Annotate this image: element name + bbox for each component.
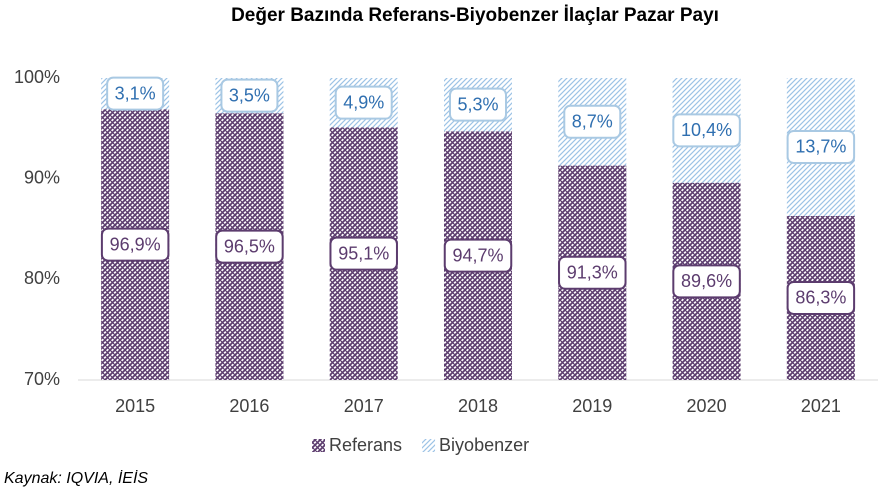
data-label: 4,9%	[343, 92, 384, 112]
data-label: 8,7%	[572, 112, 613, 132]
x-tick-label: 2019	[572, 396, 612, 416]
data-label: 96,5%	[224, 236, 275, 256]
x-tick-label: 2021	[801, 396, 841, 416]
source: Kaynak: IQVIA, İEİS	[4, 468, 148, 487]
x-tick-label: 2020	[687, 396, 727, 416]
data-label-box	[220, 78, 279, 113]
x-tick-label: 2015	[115, 396, 155, 416]
data-label-box	[558, 255, 627, 290]
data-label: 91,3%	[567, 263, 618, 283]
data-label-box	[215, 229, 284, 264]
data-label: 10,4%	[681, 120, 732, 140]
data-label: 5,3%	[457, 94, 498, 114]
data-label-box	[672, 113, 741, 148]
data-label-box	[334, 85, 393, 120]
y-tick-label: 70%	[24, 369, 60, 389]
data-label-box	[563, 104, 622, 139]
data-label-box	[786, 280, 856, 315]
data-label: 13,7%	[795, 137, 846, 157]
data-label: 96,9%	[110, 234, 161, 254]
x-tick-label: 2016	[229, 396, 269, 416]
chart-title: Değer Bazında Referans-Biyobenzer İlaçla…	[231, 5, 719, 26]
data-label-box	[672, 264, 741, 299]
data-label-box	[329, 236, 398, 271]
data-label-box	[106, 76, 165, 111]
legend-label: Referans	[329, 435, 402, 455]
data-label: 3,5%	[229, 85, 270, 105]
data-label: 86,3%	[795, 288, 846, 308]
data-label-box	[786, 129, 856, 164]
legend-label: Biyobenzer	[439, 435, 529, 455]
data-label-box	[100, 227, 170, 262]
x-tick-label: 2017	[344, 396, 384, 416]
data-label: 89,6%	[681, 271, 732, 291]
y-tick-label: 90%	[24, 167, 60, 187]
x-tick-label: 2018	[458, 396, 498, 416]
data-label: 94,7%	[452, 245, 503, 265]
y-tick-label: 100%	[14, 67, 60, 87]
data-label: 95,1%	[338, 243, 389, 263]
data-label-box	[443, 238, 513, 273]
data-label: 3,1%	[115, 83, 156, 103]
legend-swatch	[422, 439, 436, 452]
data-label-box	[449, 87, 507, 122]
y-tick-label: 80%	[24, 268, 60, 288]
legend-swatch	[312, 439, 325, 452]
